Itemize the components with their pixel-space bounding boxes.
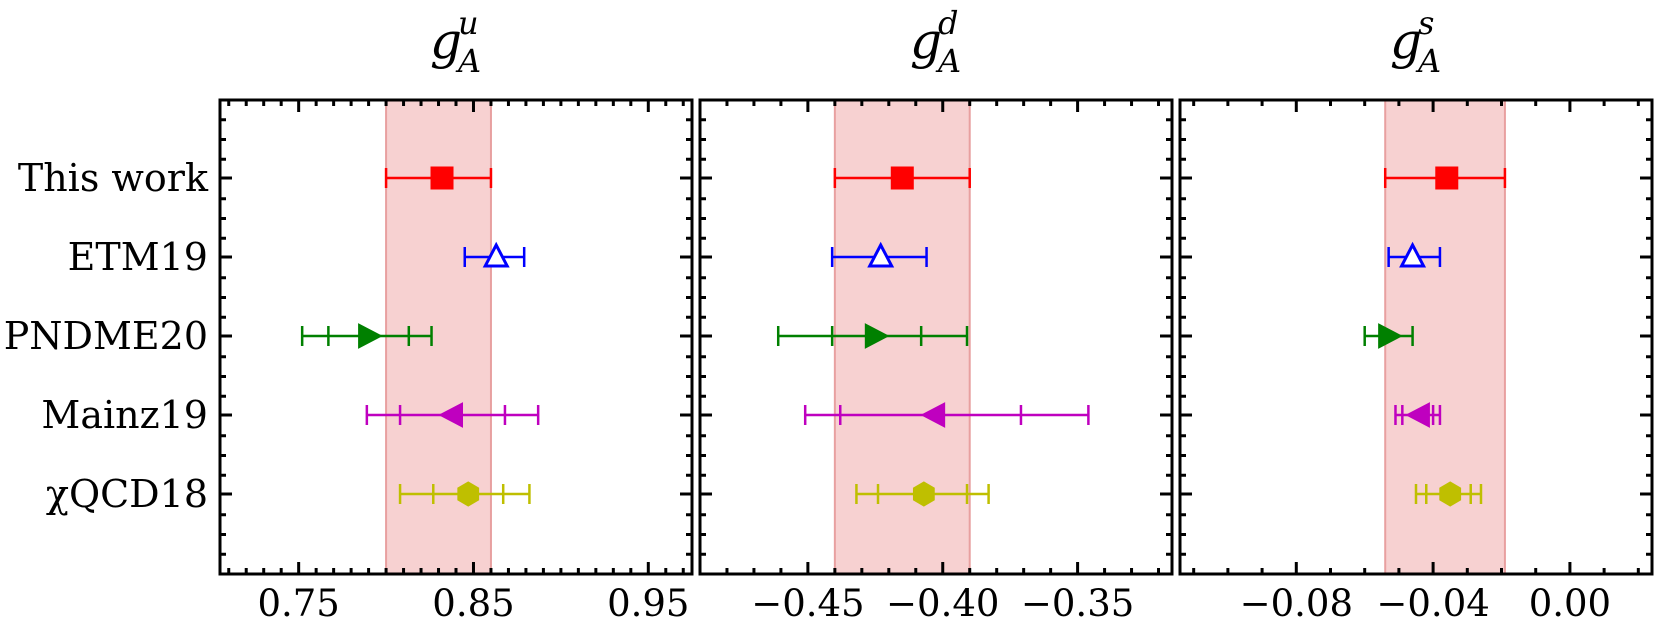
title-base: g xyxy=(1390,12,1422,70)
data-point-5 xyxy=(1414,481,1483,507)
marker-triangle-right xyxy=(358,323,383,349)
axes-frame xyxy=(1178,98,1654,576)
data-point-4 xyxy=(1394,402,1442,428)
data-point-3 xyxy=(1363,323,1414,349)
data-point-1 xyxy=(1383,166,1507,190)
panel-title: gdA xyxy=(910,4,961,80)
data-point-1 xyxy=(384,166,493,190)
marker-triangle-left xyxy=(1405,402,1430,428)
category-label: This work xyxy=(18,156,209,200)
marker-hexagon xyxy=(1439,481,1462,507)
title-superscript: d xyxy=(938,4,958,42)
title-subscript: A xyxy=(935,42,961,80)
panel-title: gsA xyxy=(1390,4,1441,80)
category-label: ETM19 xyxy=(68,235,208,279)
marker-triangle-left xyxy=(920,402,946,428)
data-point-2 xyxy=(1387,241,1442,268)
category-label: PNDME20 xyxy=(4,314,208,358)
marker-hexagon xyxy=(912,481,935,507)
x-tick-label: 0.85 xyxy=(432,582,514,625)
x-tick-label: 0.00 xyxy=(1529,582,1611,625)
title-superscript: s xyxy=(1418,4,1434,42)
x-tick-label: −0.04 xyxy=(1376,582,1489,625)
title-base: g xyxy=(910,12,942,70)
category-label: χQCD18 xyxy=(46,472,208,516)
panel-s: −0.08 −0.04 0.00 gsA xyxy=(1178,4,1654,625)
panel-title: guA xyxy=(430,4,481,80)
marker-triangle-left xyxy=(438,402,464,428)
x-tick-label: 0.95 xyxy=(607,582,689,625)
axes-frame xyxy=(698,98,1174,576)
title-subscript: A xyxy=(455,42,481,80)
x-tick-label: −0.40 xyxy=(886,582,999,625)
marker-triangle-right xyxy=(1378,323,1403,349)
data-point-2 xyxy=(463,241,526,268)
data-point-3 xyxy=(300,323,433,349)
data-point-4 xyxy=(365,402,540,428)
title-superscript: u xyxy=(458,4,479,42)
marker-hexagon xyxy=(457,481,480,507)
data-point-5 xyxy=(398,481,531,507)
marker-triangle-up xyxy=(867,241,895,268)
title-base: g xyxy=(430,12,462,70)
data-point-5 xyxy=(855,481,990,507)
category-label: Mainz19 xyxy=(41,393,208,437)
marker-triangle-up xyxy=(482,241,510,268)
data-point-4 xyxy=(803,402,1090,428)
marker-square xyxy=(430,166,454,190)
x-tick-label: −0.08 xyxy=(1240,582,1353,625)
title-subscript: A xyxy=(1415,42,1441,80)
panel-u: 0.75 0.85 0.95 guA xyxy=(218,4,694,625)
data-point-3 xyxy=(776,323,969,349)
data-point-2 xyxy=(830,241,928,268)
marker-triangle-right xyxy=(864,323,890,349)
marker-square xyxy=(1435,166,1459,190)
data-point-1 xyxy=(833,166,971,190)
x-tick-label: −0.45 xyxy=(751,582,864,625)
x-tick-label: 0.75 xyxy=(257,582,339,625)
x-tick-label: −0.35 xyxy=(1021,582,1134,625)
panel-d: −0.45 −0.40 −0.35 gdA xyxy=(698,4,1174,625)
axes-frame xyxy=(218,98,694,576)
marker-triangle-up xyxy=(1399,241,1427,268)
marker-square xyxy=(890,166,914,190)
